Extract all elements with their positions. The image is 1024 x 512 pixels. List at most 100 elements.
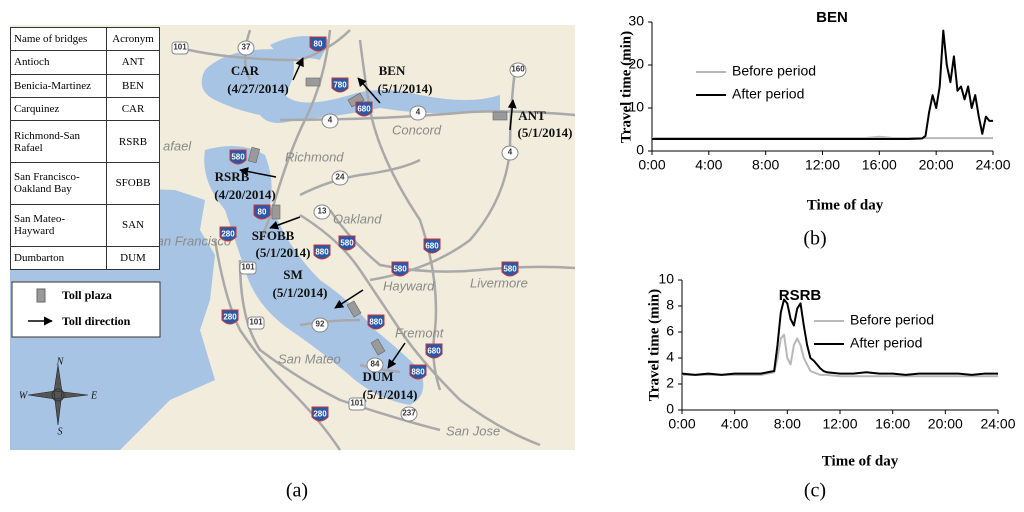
bridge-date: (5/1/2014) (363, 387, 418, 402)
bridge-label: SFOBB (252, 228, 295, 243)
shield-bg (366, 357, 384, 373)
shield-bg (253, 204, 271, 220)
table-cell: Carquinez (10, 96, 107, 122)
highway-label: 680 (427, 347, 441, 356)
highway-label: 280 (313, 410, 327, 419)
compass-label: W (19, 390, 29, 401)
y-tick-label: 0 (666, 401, 674, 417)
x-tick-label: 20:00 (928, 416, 963, 432)
highway-label: 580 (231, 153, 245, 162)
map: afael Richmond Concord Oakland San Franc… (10, 25, 576, 502)
chart-title: BEN (816, 9, 848, 26)
toll-plaza (370, 338, 386, 356)
table-row: San Mateo-Hayward SAN (10, 203, 160, 247)
highway-label: 101 (173, 43, 187, 52)
table-row: Name of bridges Acronym (10, 26, 160, 52)
san-pablo-bay (201, 49, 500, 124)
series-line (652, 135, 993, 140)
legend-label: Before period (732, 63, 816, 79)
y-tick-label: 6 (666, 323, 674, 339)
x-tick-label: 12:00 (822, 416, 857, 432)
highway-label: 101 (350, 399, 364, 408)
toll-arrow (292, 57, 304, 81)
bridge-labels: CAR (4/27/2014) BEN (5/1/2014) ANT (5/1/… (214, 63, 572, 402)
toll-plaza (305, 77, 321, 87)
highway-label: 280 (221, 230, 235, 239)
highway-label: 4 (508, 148, 513, 157)
highway-label: 37 (242, 43, 251, 52)
highway-label: 84 (371, 360, 380, 369)
shield-bg (501, 145, 519, 161)
x-tick-label: 0:00 (638, 157, 665, 173)
legend-text: Toll plaza (62, 288, 112, 302)
legend-label: Before period (850, 312, 934, 328)
place-label: San Francisco (148, 233, 231, 248)
highway-label: 880 (369, 318, 383, 327)
place-label: San Jose (446, 423, 500, 438)
shield-bg (367, 314, 385, 330)
highway-label: 580 (503, 265, 517, 274)
shield-bg (311, 406, 329, 422)
y-tick-label: 20 (628, 56, 644, 72)
toll-arrow (269, 216, 301, 230)
shield-bg (331, 77, 349, 93)
highway-label: 237 (402, 409, 416, 418)
toll-arrow (357, 77, 381, 104)
highway-label: 92 (316, 320, 325, 329)
shield-bg (409, 105, 427, 121)
bridge-date: (5/1/2014) (256, 245, 311, 260)
x-tick-label: 20:00 (919, 157, 954, 173)
highway-label: 880 (315, 248, 329, 257)
x-tick-label: 4:00 (695, 157, 722, 173)
shield-bg (501, 261, 519, 277)
legend-text: Toll direction (62, 314, 131, 328)
shield-bg (247, 316, 265, 330)
table-cell: CAR (106, 96, 160, 122)
series-line (681, 298, 998, 376)
chart-title: RSRB (779, 287, 822, 304)
table-cell: Dumbarton (10, 245, 107, 271)
highway-label: 13 (318, 207, 327, 216)
bridge-label: RSRB (215, 169, 250, 184)
table-row: Benicia-Martinez BEN (10, 73, 160, 98)
place-label: Oakland (333, 211, 382, 226)
x-tick-label: 0:00 (668, 416, 695, 432)
table-cell: Benicia-Martinez (10, 73, 107, 98)
place-label: Livermore (470, 275, 528, 290)
highway-label: 80 (258, 208, 267, 217)
shield-bg (509, 62, 527, 78)
table-cell: SFOBB (106, 161, 160, 205)
table-cell: BEN (106, 73, 160, 98)
toll-arrow (507, 99, 517, 131)
shield-bg (355, 101, 373, 117)
toll-arrow (239, 167, 277, 178)
legend-plaza-icon (36, 288, 46, 303)
compass-label: E (90, 390, 97, 401)
toll-plaza (271, 204, 281, 220)
y-axis-label: Travel time (min) (646, 289, 662, 401)
bridge-date: (5/1/2014) (518, 125, 573, 140)
legend-label: After period (850, 335, 922, 351)
toll-plazas (247, 77, 508, 356)
x-axis-label: Time of day (822, 453, 899, 469)
y-tick-label: 10 (628, 99, 644, 115)
place-label: Richmond (285, 149, 344, 164)
toll-plaza (247, 146, 261, 164)
table-cell: Acronym (106, 26, 160, 52)
x-tick-label: 8:00 (752, 157, 779, 173)
caption: (c) (804, 480, 826, 502)
table-cell: Richmond-San Rafael (10, 120, 107, 163)
series-line (682, 333, 998, 378)
bridge-label: ANT (518, 108, 546, 123)
table-cell: Name of bridges (10, 26, 107, 52)
place-label: Concord (392, 122, 442, 137)
bridge-label: CAR (231, 63, 260, 78)
highway-label: 101 (241, 263, 255, 272)
shield-bg (425, 343, 443, 359)
table-cell: SAN (106, 203, 160, 247)
table-row: Dumbarton DUM (10, 245, 160, 271)
bridge-date: (5/1/2014) (273, 285, 328, 300)
shield-bg (229, 149, 247, 165)
y-tick-label: 30 (628, 13, 644, 29)
